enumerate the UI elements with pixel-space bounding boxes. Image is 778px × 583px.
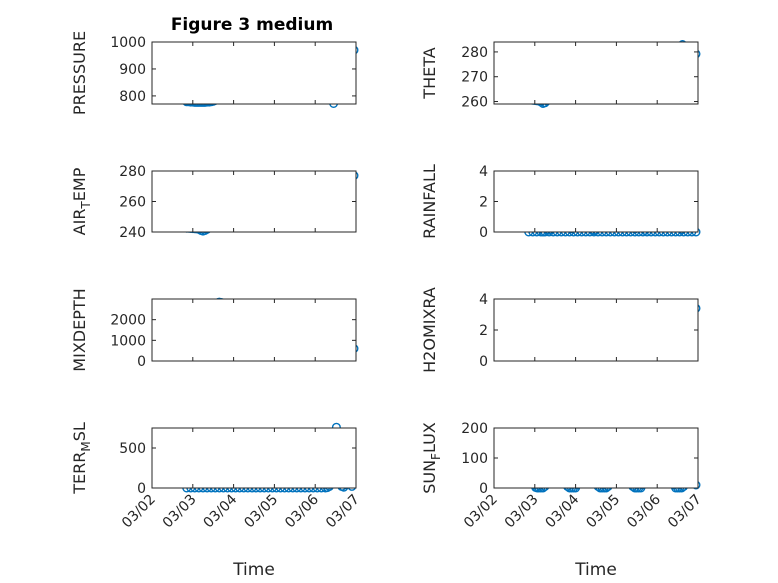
y-axis-label: RAINFALL	[420, 164, 439, 239]
x-tick-label: 03/04	[543, 491, 583, 531]
axes-frame	[493, 298, 699, 362]
y-tick-label: 1000	[110, 35, 146, 51]
axes-frame	[493, 170, 699, 233]
panel-sun-flux: 0 100 200 03/02 03/03 03/04 03/05 03/06 03/07 SUN…	[420, 421, 705, 580]
y-tick-label: 800	[119, 89, 146, 105]
axes-frame	[493, 427, 699, 489]
axes-frame	[151, 41, 357, 105]
y-tick-label: 0	[479, 225, 488, 241]
panel-rainfall: 0 2 4 RAINFALL	[420, 164, 701, 241]
y-tick-label: 0	[479, 481, 488, 497]
panel-mixdepth: 0 1000 2000 MIXDEPTH	[70, 288, 359, 372]
y-tick-label: 2000	[110, 313, 146, 329]
y-axis-label: PRESSURE	[70, 31, 89, 115]
axes-frame	[151, 427, 357, 489]
figure-title: Figure 3 medium	[171, 15, 333, 35]
x-tick-label: 03/06	[624, 491, 664, 531]
y-axis-label: H2OMIXRA	[420, 287, 439, 373]
y-tick-label: 4	[479, 292, 488, 308]
x-tick-label: 03/03	[160, 492, 200, 532]
y-tick-label: 900	[119, 62, 146, 78]
x-tick-label: 03/02	[461, 492, 501, 532]
axes-frame	[151, 170, 357, 233]
x-tick-label: 03/07	[665, 492, 705, 532]
x-axis-label: Time	[232, 560, 275, 580]
x-tick-label: 03/04	[201, 491, 241, 531]
y-tick-label: 240	[119, 225, 146, 241]
x-tick-label: 03/07	[323, 492, 363, 532]
y-tick-label: 100	[461, 451, 488, 467]
y-axis-label: TERRMSL	[70, 422, 93, 495]
y-tick-label: 0	[479, 354, 488, 370]
y-tick-label: 280	[461, 45, 488, 61]
panel-air-temp: 240 260 280 AIRTEMP	[70, 164, 359, 241]
y-tick-label: 270	[461, 70, 488, 86]
x-axis-label: Time	[574, 560, 617, 580]
panel-pressure: 800 900 1000 PRESSURE	[70, 31, 359, 115]
panel-terr-msl: 0 500 03/02 03/03 03/04 03/05 03/06 03/07 TERRMS…	[70, 422, 363, 580]
x-tick-label: 03/02	[119, 492, 159, 532]
y-tick-label: 0	[137, 481, 146, 497]
y-axis-label: SUNFLUX	[420, 422, 443, 494]
x-tick-label: 03/03	[502, 492, 542, 532]
y-tick-label: 280	[119, 164, 146, 180]
y-tick-label: 0	[137, 354, 146, 370]
y-tick-label: 4	[479, 164, 488, 180]
axes-frame	[151, 298, 357, 362]
y-tick-label: 500	[119, 441, 146, 457]
y-axis-label: MIXDEPTH	[70, 288, 89, 371]
panel-h2omixra: 0 2 4 H2OMIXRA	[420, 287, 701, 373]
x-tick-label: 03/06	[282, 491, 322, 531]
axes-frame	[493, 41, 699, 105]
y-tick-label: 1000	[110, 333, 146, 349]
y-tick-label: 260	[119, 195, 146, 211]
x-tick-label: 03/05	[241, 492, 281, 532]
y-tick-label: 260	[461, 95, 488, 111]
y-tick-label: 2	[479, 195, 488, 211]
y-axis-label: THETA	[420, 47, 439, 99]
y-tick-label: 200	[461, 421, 488, 437]
y-axis-label: AIRTEMP	[70, 167, 93, 235]
panel-theta: 260 270 280 THETA	[420, 40, 701, 111]
x-tick-label: 03/05	[583, 492, 623, 532]
y-tick-label: 2	[479, 323, 488, 339]
